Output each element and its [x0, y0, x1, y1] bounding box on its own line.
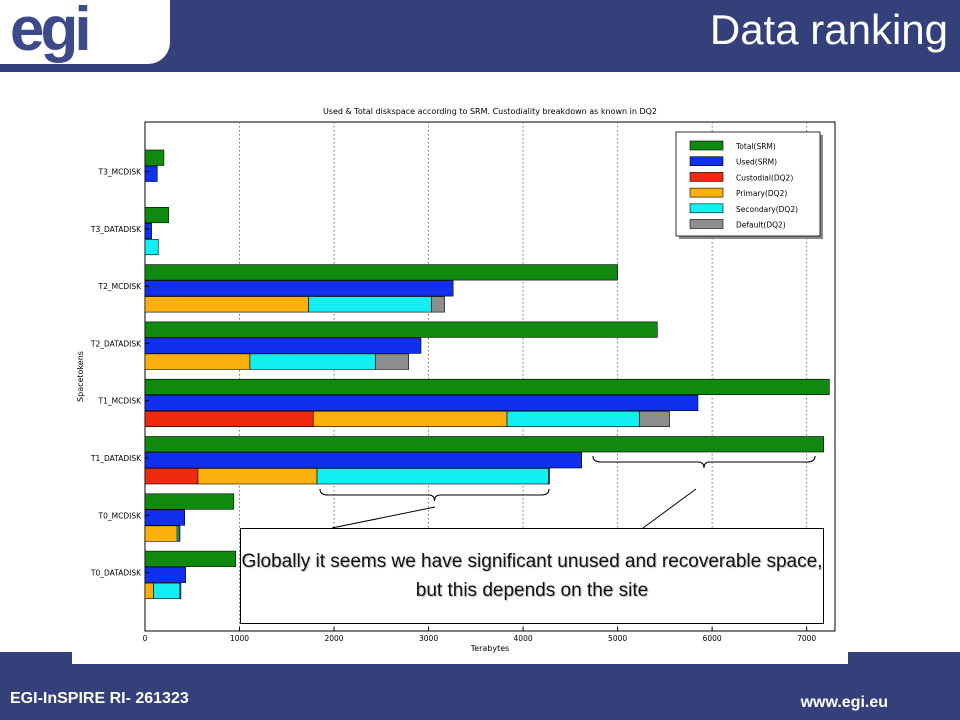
bar-used-t1_mcdisk: [144, 394, 699, 412]
x-axis-label: Terabytes: [470, 644, 510, 653]
bar-default-t2_datadisk: [375, 353, 410, 370]
x-tick-label: 5000: [608, 634, 627, 643]
legend-swatch: [689, 172, 724, 182]
y-tick-label: T3_DATADISK: [90, 225, 142, 234]
y-tick-label: T3_MCDISK: [98, 168, 143, 177]
legend-label: Primary(DQ2): [736, 189, 787, 198]
header-bar: egi Data ranking: [0, 0, 960, 72]
x-tick-label: 4000: [514, 634, 533, 643]
bar-primary-t2_datadisk: [144, 353, 251, 370]
bar-used-t2_mcdisk: [144, 280, 454, 297]
bar-used-t0_datadisk: [144, 566, 186, 583]
legend-swatch: [689, 187, 724, 198]
egi-logo[interactable]: egi: [10, 0, 92, 64]
bar-primary-t1_datadisk: [197, 468, 318, 485]
legend-label: Total(SRM): [735, 142, 776, 151]
x-tick-label: 2000: [324, 634, 343, 643]
x-tick-label: 6000: [703, 634, 722, 643]
bar-secondary-t2_datadisk: [249, 353, 376, 370]
annotation-brace: [319, 488, 550, 502]
bar-primary-t1_mcdisk: [312, 410, 508, 428]
annotation-connector: [331, 506, 436, 529]
bar-primary-t0_mcdisk: [144, 525, 178, 542]
bar-secondary-t1_mcdisk: [506, 410, 640, 428]
bar-primary-t2_mcdisk: [144, 296, 309, 313]
bar-custodial-t1_datadisk: [144, 468, 199, 485]
bar-secondary-t1_datadisk: [316, 468, 549, 485]
bar-secondary-t3_datadisk: [144, 239, 159, 256]
bar-total-t2_mcdisk: [144, 264, 618, 281]
y-tick-label: T2_MCDISK: [98, 282, 143, 291]
bar-secondary-t0_datadisk: [153, 582, 181, 599]
y-axis-label: Spacetokens: [76, 351, 85, 402]
legend-label: Default(DQ2): [736, 221, 786, 230]
annotation-brace: [592, 455, 816, 469]
bar-total-t0_datadisk: [144, 550, 237, 567]
bar-total-t2_datadisk: [144, 321, 658, 338]
y-tick-label: T1_DATADISK: [90, 454, 142, 463]
legend-swatch: [689, 156, 724, 166]
bar-used-t2_datadisk: [144, 337, 422, 354]
bar-used-t1_datadisk: [144, 452, 582, 469]
y-tick-label: T0_DATADISK: [90, 569, 142, 578]
page-title: Data ranking: [709, 6, 948, 53]
y-tick-label: T1_MCDISK: [98, 397, 143, 406]
legend-label: Custodial(DQ2): [736, 173, 793, 182]
footer-website-link[interactable]: www.egi.eu: [800, 694, 888, 711]
legend-swatch: [689, 140, 724, 151]
x-tick-label: 1000: [230, 634, 249, 643]
bar-total-t3_mcdisk: [144, 149, 165, 166]
bar-total-t1_datadisk: [144, 436, 824, 453]
bar-used-t3_mcdisk: [144, 165, 158, 182]
x-tick-label: 3000: [419, 634, 438, 643]
callout-text: Globally it seems we have significant un…: [241, 551, 823, 601]
footer-project-id: EGI-InSPIRE RI- 261323: [10, 690, 189, 707]
bar-default-t0_datadisk: [179, 582, 182, 599]
bar-default-t1_mcdisk: [639, 410, 670, 428]
bar-total-t3_datadisk: [144, 207, 169, 224]
y-tick-label: T0_MCDISK: [98, 511, 143, 520]
legend-swatch: [689, 203, 724, 214]
bar-used-t3_datadisk: [144, 223, 152, 240]
logo-tab: egi: [0, 0, 170, 64]
annotation-connector: [642, 488, 697, 529]
bar-default-t2_mcdisk: [431, 296, 445, 313]
chart-frame: Used & Total diskspace according to SRM.…: [72, 84, 848, 664]
bar-default-t0_mcdisk: [178, 525, 181, 542]
bar-default-t1_datadisk: [548, 468, 550, 485]
y-tick-label: T2_DATADISK: [90, 339, 142, 348]
legend-label: Secondary(DQ2): [736, 205, 798, 214]
bar-total-t0_mcdisk: [144, 493, 235, 510]
x-tick-label: 7000: [797, 634, 816, 643]
bar-total-t1_mcdisk: [144, 378, 830, 396]
bar-primary-t0_datadisk: [144, 582, 154, 599]
legend-swatch: [689, 219, 724, 229]
bar-custodial-t1_mcdisk: [144, 410, 314, 428]
chart-title: Used & Total diskspace according to SRM.…: [323, 107, 657, 116]
bar-secondary-t2_mcdisk: [308, 296, 432, 313]
x-tick-label: 0: [143, 634, 148, 643]
legend-label: Used(SRM): [736, 158, 777, 167]
callout-box: Globally it seems we have significant un…: [240, 528, 824, 624]
bar-used-t0_mcdisk: [144, 509, 185, 526]
